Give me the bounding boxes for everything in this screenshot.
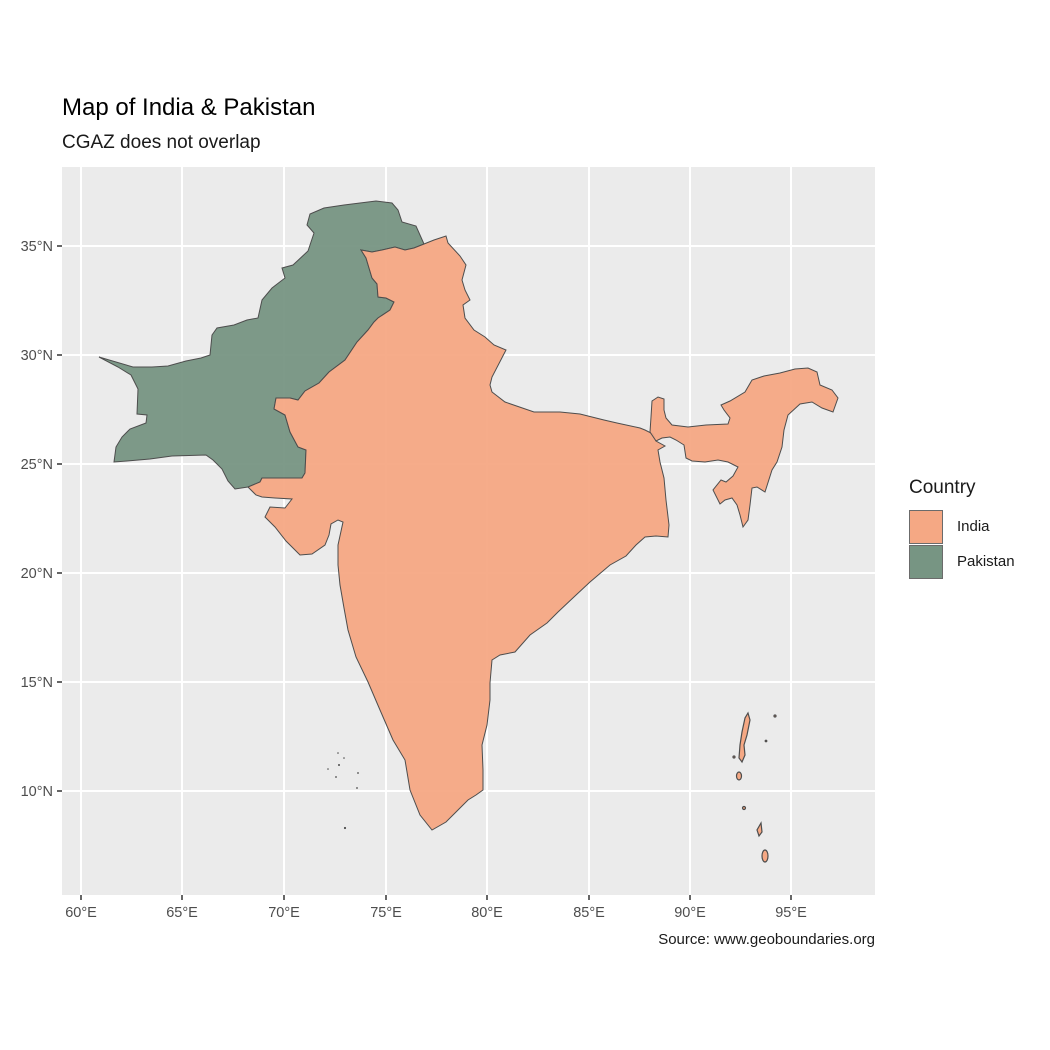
legend-label: Pakistan — [957, 553, 1015, 570]
legend-item-pakistan[interactable]: Pakistan — [909, 544, 1015, 579]
y-axis — [57, 245, 62, 792]
y-tick-label: 15°N — [21, 675, 53, 691]
y-tick-label: 20°N — [21, 566, 53, 582]
y-tick-label: 25°N — [21, 457, 53, 473]
chart-subtitle: CGAZ does not overlap — [62, 132, 261, 153]
y-tick-label: 35°N — [21, 239, 53, 255]
y-axis-labels: 35°N 30°N 25°N 20°N 15°N 10°N — [21, 239, 53, 800]
legend-swatch-pakistan — [909, 544, 943, 579]
india-northeast-polygon[interactable] — [649, 367, 839, 529]
x-tick-label: 80°E — [471, 905, 503, 921]
x-tick-label: 60°E — [65, 905, 97, 921]
x-tick-label: 85°E — [573, 905, 605, 921]
india-polygon[interactable] — [247, 235, 670, 831]
andaman-nicobar-islands — [732, 711, 777, 863]
y-tick-label: 30°N — [21, 348, 53, 364]
x-tick-label: 90°E — [674, 905, 706, 921]
legend-label: India — [957, 518, 990, 535]
chart-caption: Source: www.geoboundaries.org — [658, 931, 875, 948]
lakshadweep-islands — [327, 752, 359, 830]
x-tick-label: 95°E — [775, 905, 807, 921]
x-tick-label: 65°E — [166, 905, 198, 921]
y-tick-label: 10°N — [21, 784, 53, 800]
legend-title: Country — [909, 477, 976, 498]
x-axis-labels: 60°E 65°E 70°E 75°E 80°E 85°E 90°E 95°E — [65, 905, 807, 921]
x-axis — [80, 895, 792, 900]
chart-title: Map of India & Pakistan — [62, 94, 316, 121]
legend: Country India Pakistan — [909, 477, 1015, 579]
x-tick-label: 70°E — [268, 905, 300, 921]
legend-item-india[interactable]: India — [909, 509, 1015, 544]
legend-swatch-india — [909, 509, 943, 544]
x-tick-label: 75°E — [370, 905, 402, 921]
